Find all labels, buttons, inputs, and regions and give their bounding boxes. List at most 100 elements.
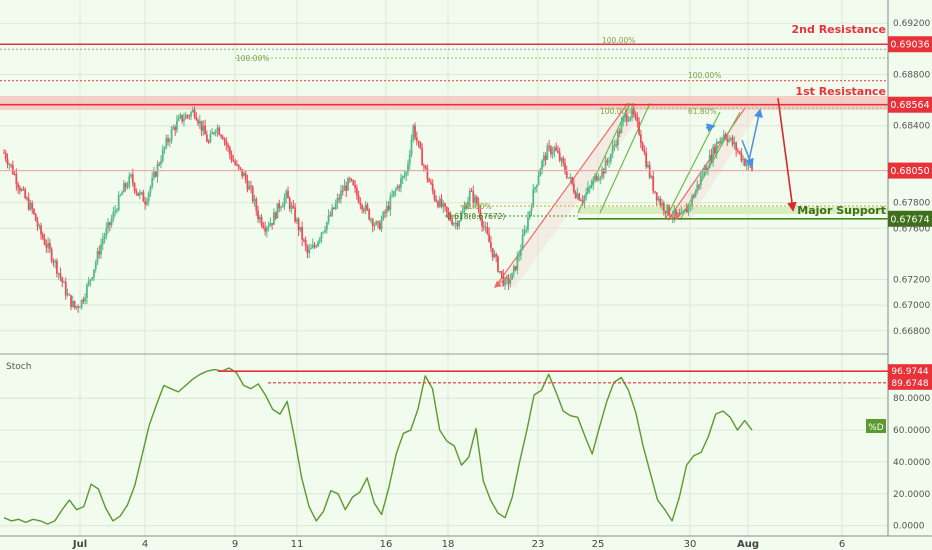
candle-body (555, 147, 558, 151)
candle-body (47, 243, 50, 248)
candle-body (735, 142, 738, 151)
candle-body (650, 176, 653, 178)
candle-body (380, 219, 383, 230)
candle-body (541, 160, 543, 170)
candle-body (158, 164, 161, 166)
candle-body (3, 152, 5, 154)
candle-body (172, 127, 175, 130)
candle-body (145, 201, 148, 205)
candle-body (255, 199, 258, 211)
candle-body (17, 184, 20, 188)
candle-body (689, 205, 692, 207)
arrow-down-blue (741, 139, 754, 168)
candle-body (368, 209, 371, 220)
candle-body (301, 226, 304, 240)
candle-body (345, 185, 348, 191)
candle-body (131, 174, 134, 184)
candle-body (204, 125, 207, 135)
candle-body (317, 241, 319, 247)
candle-body (553, 147, 556, 153)
candle-body (692, 196, 695, 198)
candle-body (590, 185, 593, 187)
candle-body (587, 187, 589, 193)
candle-body (167, 138, 169, 142)
time-tick-6: 23 (532, 539, 545, 550)
candle-body (706, 168, 709, 171)
stoch-line (3, 367, 753, 525)
candle-body (373, 224, 376, 227)
candle-body (78, 307, 81, 309)
candle-body (123, 183, 125, 193)
candle-body (59, 273, 62, 278)
candle-body (235, 164, 238, 166)
stoch-level-tag-bg-0 (888, 364, 932, 379)
candle-body (274, 212, 277, 219)
candle-body (271, 223, 274, 225)
arrow-pink-low (493, 275, 509, 288)
candle-body (394, 189, 397, 192)
candle-body (278, 203, 281, 209)
price-tag-bg-1 (888, 96, 932, 113)
candle-body (63, 281, 65, 283)
candle-body (617, 131, 619, 146)
candle-body (622, 117, 625, 123)
candle-body (421, 148, 424, 166)
candle-body (639, 134, 642, 144)
candle-body (377, 221, 379, 223)
price-tick-6: 0.67200 (893, 276, 930, 286)
candle-body (523, 229, 526, 235)
candle-body (230, 154, 233, 161)
candle-body (419, 142, 422, 149)
candle-body (297, 219, 300, 231)
candle-body (620, 122, 623, 134)
candle-body (597, 179, 600, 181)
fib-label-1: 100.00% (236, 54, 269, 63)
candle-body (64, 281, 67, 296)
candle-body (384, 211, 386, 213)
candle-body (287, 191, 289, 199)
candle-body (311, 244, 314, 248)
candle-body (505, 278, 508, 280)
candle-body (66, 294, 69, 296)
candle-body (135, 190, 138, 193)
candle-body (721, 138, 723, 141)
candle-body (465, 206, 468, 209)
candle-body (632, 107, 635, 115)
candle-body (43, 238, 46, 245)
candle-body (527, 217, 529, 230)
candle-body (521, 234, 524, 250)
candle-body (144, 201, 147, 205)
candle-body (124, 183, 127, 188)
candle-body (262, 225, 265, 228)
candle-body (691, 196, 693, 206)
channel-1-green-2 (599, 102, 651, 214)
candle-body (567, 177, 570, 179)
candle-body (666, 204, 669, 214)
candle-body (722, 134, 725, 139)
candle-body (736, 150, 739, 152)
candle-body (29, 203, 32, 210)
candle-body (48, 243, 51, 250)
candle-body (714, 146, 716, 154)
candle-body (258, 216, 261, 220)
candle-body (560, 158, 563, 161)
candle-body (652, 176, 655, 192)
candle-body (532, 188, 535, 208)
candle-body (6, 159, 9, 165)
candle-body (121, 192, 124, 195)
fib-label-2: 100.00% (688, 71, 721, 80)
candle-body (682, 211, 685, 213)
candle-body (200, 120, 203, 131)
candle-body (101, 238, 104, 245)
candle-body (198, 120, 201, 124)
candle-body (669, 215, 672, 217)
candle-body (292, 205, 295, 208)
candle-body (197, 120, 199, 124)
candle-body (306, 246, 309, 254)
candle-body (454, 222, 457, 224)
candle-body (608, 161, 611, 163)
candle-body (500, 271, 503, 274)
candle-body (382, 211, 385, 220)
fib-label-0: 100.00% (602, 36, 635, 45)
